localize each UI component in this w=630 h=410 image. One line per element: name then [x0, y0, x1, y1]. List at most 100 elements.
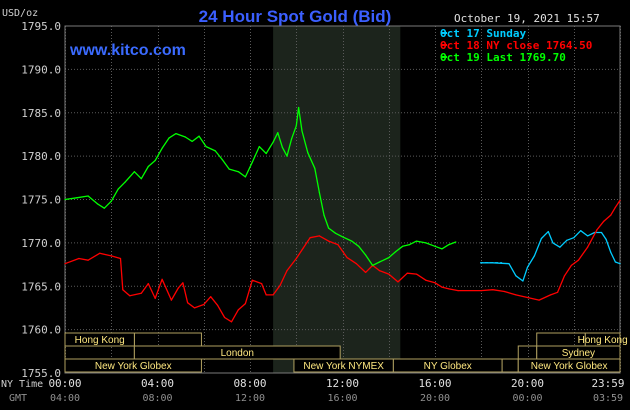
series-point-1: [244, 303, 246, 305]
market-session-label: Sydney: [562, 348, 595, 359]
series-point-1: [434, 282, 436, 284]
series-point-1: [272, 294, 274, 296]
legend-item-oct18: Oct 18 NY close 1764.50: [440, 39, 592, 52]
series-point-0: [508, 263, 510, 265]
series-point-2: [244, 176, 246, 178]
series-point-1: [596, 229, 598, 231]
series-point-0: [526, 266, 529, 268]
series-point-1: [87, 259, 89, 261]
series-point-1: [251, 279, 253, 281]
series-point-2: [168, 137, 170, 139]
market-session-label: New York Globex: [95, 361, 172, 372]
series-point-1: [610, 214, 612, 216]
series-point-1: [302, 247, 304, 249]
series-point-2: [448, 244, 450, 246]
y-tick-label: 1780.0: [21, 150, 61, 163]
series-point-2: [395, 251, 397, 253]
series-point-1: [526, 296, 529, 299]
y-tick-label: 1760.0: [21, 324, 61, 337]
series-point-1: [99, 252, 101, 254]
series-point-1: [177, 287, 179, 289]
series-point-1: [557, 291, 559, 293]
series-point-1: [161, 278, 163, 280]
series-point-2: [434, 245, 436, 247]
series-point-1: [388, 273, 390, 275]
shaded-session-band: [273, 26, 401, 373]
series-point-0: [547, 231, 549, 233]
series-point-0: [566, 239, 568, 241]
series-point-2: [295, 125, 297, 127]
series-point-2: [272, 141, 274, 143]
series-point-1: [309, 237, 311, 239]
series-point-2: [191, 140, 193, 142]
series-point-1: [425, 279, 427, 281]
y-tick-label: 1790.0: [21, 63, 61, 76]
series-point-1: [193, 307, 196, 309]
series-point-2: [237, 171, 239, 173]
series-point-2: [110, 200, 112, 202]
chart-timestamp: October 19, 2021 15:57: [454, 12, 600, 25]
series-point-1: [577, 259, 580, 261]
series-point-0: [540, 237, 543, 240]
series-point-2: [402, 245, 404, 247]
chart-grid: [64, 25, 621, 374]
series-point-1: [279, 284, 281, 286]
series-point-1: [492, 289, 494, 291]
series-point-1: [441, 286, 443, 288]
series-point-0: [573, 237, 575, 239]
series-point-2: [103, 207, 105, 209]
market-session-label: New York NYMEX: [303, 361, 384, 372]
market-session-label: London: [221, 348, 254, 359]
series-point-1: [182, 282, 184, 284]
x-row-label-ny: NY Time: [1, 379, 43, 390]
y-axis-ticks: 1795.0 1790.0 1785.0 1780.0 1775.0 1770.0 1765…: [21, 20, 61, 380]
series-point-1: [415, 273, 418, 275]
series-point-1: [480, 290, 482, 292]
series-point-0: [580, 230, 582, 232]
series-point-1: [570, 264, 573, 266]
series-point-1: [265, 294, 267, 296]
market-session-bar: [133, 345, 341, 360]
y-unit-label: USD/oz: [2, 8, 38, 19]
series-point-2: [154, 159, 156, 162]
series-point-0: [587, 235, 589, 237]
series-point-2: [205, 146, 207, 148]
series-point-2: [96, 203, 98, 205]
series-point-1: [122, 289, 124, 291]
chart-title: 24 Hour Spot Gold (Bid): [199, 7, 392, 26]
series-point-2: [228, 168, 230, 170]
x-tick-label-gmt: 16:00: [327, 393, 357, 404]
series-point-1: [406, 272, 408, 274]
series-point-2: [378, 261, 381, 263]
series-point-2: [214, 150, 216, 152]
series-point-0: [522, 280, 524, 282]
series-point-2: [76, 197, 78, 199]
series-point-2: [175, 133, 177, 135]
x-tick-label-ny: 00:00: [48, 377, 81, 390]
series-point-2: [328, 227, 330, 229]
series-point-2: [409, 244, 411, 246]
series-point-1: [110, 255, 112, 257]
market-session-label: Hong Kong: [578, 335, 628, 346]
series-point-1: [538, 299, 540, 301]
y-tick-label: 1770.0: [21, 237, 61, 250]
series-point-1: [346, 257, 348, 259]
series-point-2: [358, 245, 360, 247]
series-point-2: [455, 241, 457, 243]
series-point-2: [318, 192, 320, 194]
series-point-1: [328, 240, 330, 242]
y-tick-label: 1785.0: [21, 107, 61, 120]
x-tick-label-gmt: 03:59: [593, 393, 623, 404]
series-point-2: [147, 165, 149, 168]
x-tick-label-gmt: 12:00: [235, 393, 265, 404]
series-point-1: [119, 257, 122, 260]
x-tick-label-gmt: 04:00: [50, 393, 80, 404]
series-point-2: [415, 240, 418, 242]
series-point-2: [251, 161, 253, 163]
market-session-bar: [64, 332, 135, 347]
series-point-2: [281, 146, 283, 148]
series-point-0: [605, 238, 607, 240]
x-tick-label-ny: 23:59: [591, 377, 624, 390]
market-session-bar: [392, 358, 503, 373]
series-point-0: [552, 242, 554, 244]
